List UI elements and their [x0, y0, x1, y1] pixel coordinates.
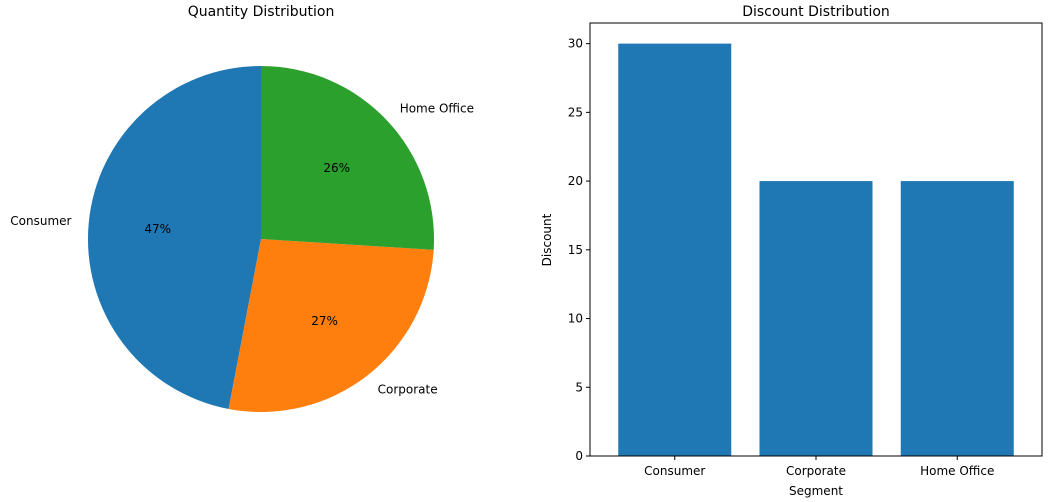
bar-corporate	[759, 181, 873, 456]
y-tick-label: 30	[568, 37, 583, 51]
x-tick-label-home-office: Home Office	[920, 464, 994, 478]
bar-chart-title: Discount Distribution	[742, 4, 890, 20]
pie-percent-label-home-office: 26%	[323, 161, 350, 175]
y-tick-label: 10	[568, 312, 583, 326]
bar-home-office	[900, 181, 1014, 456]
y-tick-label: 15	[568, 243, 583, 257]
y-axis: 0 5 10 15 20 25 30	[568, 37, 590, 463]
pie-category-label-corporate: Corporate	[378, 382, 438, 396]
pie-category-label-home-office: Home Office	[400, 102, 474, 116]
x-tick-label-corporate: Corporate	[786, 464, 846, 478]
pie-slice-corporate	[228, 239, 434, 413]
bar-chart: Discount Distribution 0 5 10 15 20 25 30 Consu…	[540, 4, 1043, 498]
pie-percent-label-corporate: 27%	[311, 314, 338, 328]
y-axis-label: Discount	[540, 213, 554, 266]
y-tick-label: 20	[568, 174, 583, 188]
pie-category-label-consumer: Consumer	[10, 214, 71, 228]
x-axis: Consumer Corporate Home Office	[644, 456, 994, 478]
bar-consumer	[618, 43, 732, 457]
pie-chart: Quantity Distribution 47% Consumer 27% Corp…	[10, 4, 474, 413]
x-axis-label: Segment	[789, 484, 843, 498]
pie-percent-label-consumer: 47%	[144, 222, 171, 236]
bar-series	[618, 43, 1014, 457]
pie-slice-consumer	[87, 66, 262, 409]
pie-labels: 47% Consumer 27% Corporate 26% Home Office	[10, 102, 474, 397]
y-tick-label: 25	[568, 105, 583, 119]
pie-slice-home-office	[261, 65, 435, 250]
y-tick-label: 5	[575, 380, 583, 394]
pie-slices	[87, 65, 435, 413]
pie-chart-title: Quantity Distribution	[188, 4, 335, 20]
x-tick-label-consumer: Consumer	[644, 464, 705, 478]
y-tick-label: 0	[575, 449, 583, 463]
